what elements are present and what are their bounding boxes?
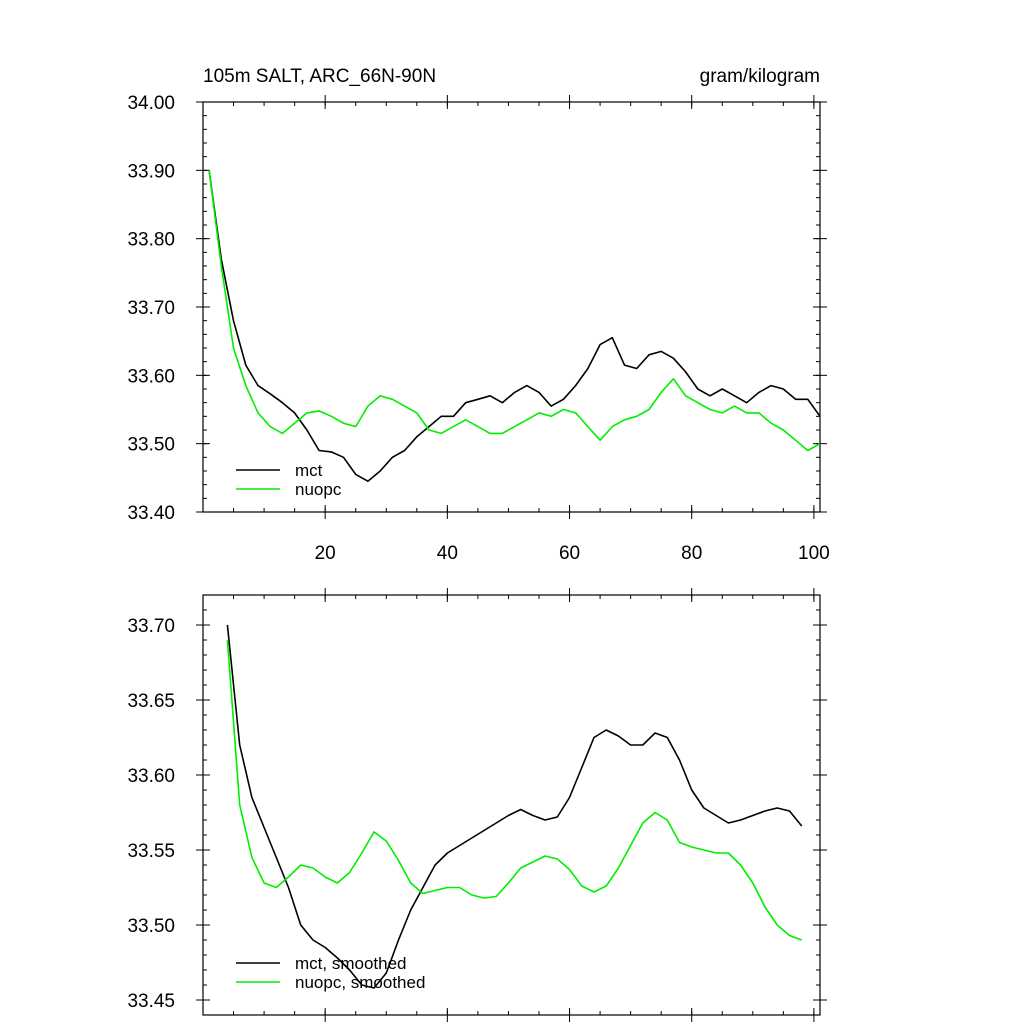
bottom-panel: 33.45 33.50 33.55 33.60 33.65 33.70 mct, smoo…	[127, 588, 827, 1022]
ytick-label: 33.50	[127, 435, 175, 456]
series-line-nuopc	[208, 170, 821, 452]
bottom-ticks	[196, 588, 827, 1022]
ytick-label: 33.45	[127, 991, 175, 1012]
legend-label-mct-smoothed: mct, smoothed	[295, 954, 407, 973]
ytick-label: 33.40	[127, 503, 175, 524]
top-legend: mct nuopc	[236, 461, 342, 499]
xtick-label: 60	[559, 543, 580, 564]
ytick-label: 33.50	[127, 916, 175, 937]
top-panel: 105m SALT, ARC_66N-90N gram/kilogram 33.…	[127, 66, 829, 564]
ytick-label: 33.70	[127, 616, 175, 637]
top-plot-frame	[202, 101, 821, 513]
legend-label-nuopc-smoothed: nuopc, smoothed	[295, 973, 425, 992]
top-series-group	[208, 170, 821, 483]
bottom-plot-frame	[202, 594, 821, 1016]
ytick-label: 33.90	[127, 161, 175, 182]
legend-label-mct: mct	[295, 461, 323, 480]
ytick-label: 33.65	[127, 691, 175, 712]
ytick-label: 33.70	[127, 298, 175, 319]
ytick-label: 33.60	[127, 766, 175, 787]
top-ticks	[196, 95, 827, 519]
series-line-mct-smoothed	[226, 624, 803, 989]
ytick-label: 33.80	[127, 230, 175, 251]
ytick-label: 33.60	[127, 366, 175, 387]
legend-label-nuopc: nuopc	[295, 480, 342, 499]
xtick-label: 100	[798, 543, 830, 564]
bottom-tick-labels: 33.45 33.50 33.55 33.60 33.65 33.70	[127, 616, 175, 1012]
series-line-nuopc-smoothed	[226, 639, 802, 941]
series-line-mct	[208, 170, 821, 483]
top-title-left: 105m SALT, ARC_66N-90N	[203, 66, 436, 87]
bottom-legend: mct, smoothed nuopc, smoothed	[236, 954, 425, 992]
xtick-label: 20	[315, 543, 336, 564]
ytick-label: 34.00	[127, 93, 175, 114]
top-title-right: gram/kilogram	[700, 66, 820, 87]
top-tick-labels: 33.40 33.50 33.60 33.70 33.80 33.90 34.00 20 40 6…	[127, 93, 829, 564]
xtick-label: 80	[681, 543, 702, 564]
ytick-label: 33.55	[127, 841, 175, 862]
bottom-series-group	[226, 624, 803, 989]
xtick-label: 40	[437, 543, 458, 564]
